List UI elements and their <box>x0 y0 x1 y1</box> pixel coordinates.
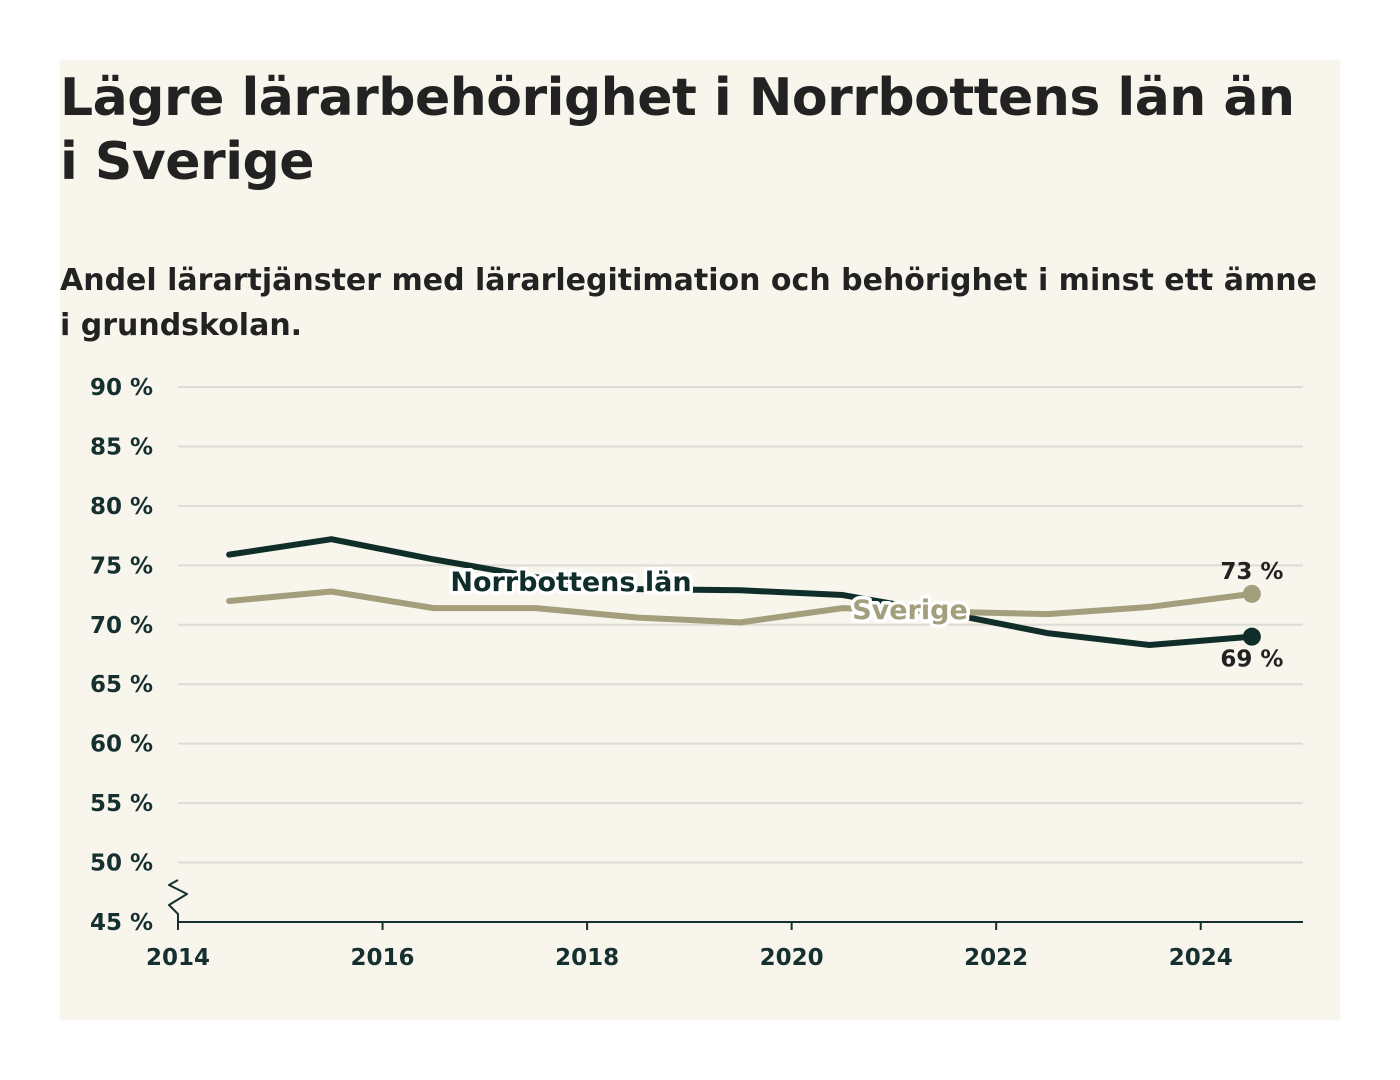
y-tick-label: 90 % <box>90 375 153 401</box>
axis-break-icon <box>168 879 188 922</box>
x-tick-label: 2020 <box>760 945 824 971</box>
x-tick-label: 2024 <box>1169 945 1233 971</box>
end-value-label: 73 % <box>1220 559 1283 585</box>
end-point-marker <box>1242 627 1261 646</box>
end-value-label: 69 % <box>1220 647 1283 673</box>
x-tick-label: 2014 <box>146 945 210 971</box>
line-chart: 45 % 50 % 55 % 60 % 65 % 70 % 75 % 80 % 85 % 90 %… <box>90 375 1303 971</box>
chart-panel: Lägre lärarbehörighet i Norrbottens län … <box>60 60 1340 1020</box>
y-tick-label: 80 % <box>90 494 153 520</box>
y-tick-label: 50 % <box>90 851 153 877</box>
y-tick-label: 55 % <box>90 791 153 817</box>
y-tick-label: 70 % <box>90 613 153 639</box>
series-label-sverige: Sverige <box>852 595 968 626</box>
series-line-norrbotten <box>226 536 1255 648</box>
x-tick-label: 2016 <box>351 945 415 971</box>
series-label-norrbotten: Norrbottens län <box>450 567 691 598</box>
y-tick-label: 65 % <box>90 672 153 698</box>
chart-subtitle: Andel lärartjänster med lärarlegitimatio… <box>60 263 1317 343</box>
y-tick-label: 75 % <box>90 553 153 579</box>
series-line-sverige <box>226 588 1255 626</box>
end-point-marker <box>1242 584 1261 603</box>
x-tick-label: 2022 <box>964 945 1028 971</box>
y-tick-label: 85 % <box>90 434 153 460</box>
y-tick-label: 60 % <box>90 732 153 758</box>
x-tick-label: 2018 <box>555 945 619 971</box>
y-tick-label: 45 % <box>90 910 153 936</box>
chart-title: Lägre lärarbehörighet i Norrbottens län … <box>60 68 1295 192</box>
